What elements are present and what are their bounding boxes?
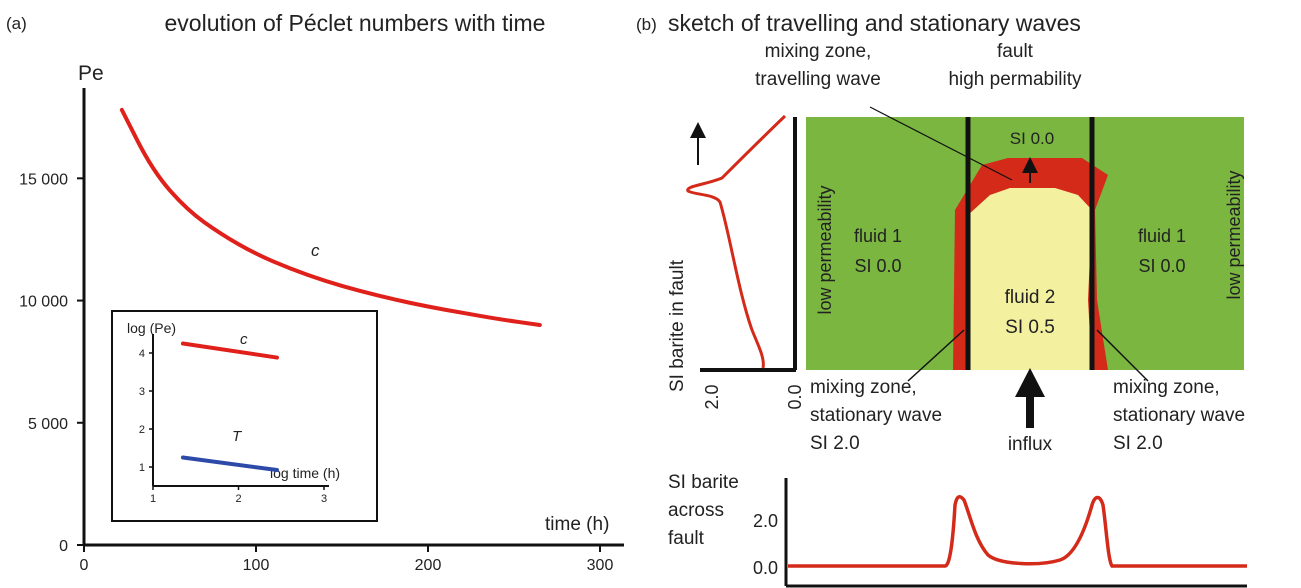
across-tick-20: 2.0: [753, 511, 778, 531]
panel-b: (b) sketch of travelling and stationary …: [636, 10, 1247, 588]
panel-b-label: (b): [636, 15, 657, 34]
mixing-zone-bl-line1: mixing zone,: [810, 377, 917, 398]
panel-a-label: (a): [6, 14, 27, 33]
y-tick-label: 0: [59, 538, 68, 555]
leader-line-right: [1096, 329, 1149, 382]
fluid-1-right-label: fluid 1: [1138, 226, 1186, 246]
mixing-zone-top-line1: mixing zone,: [765, 41, 872, 62]
influx-arrow: [1015, 368, 1045, 428]
inset-series-c-line: [180, 341, 279, 360]
low-permeability-right: low permeability: [1224, 170, 1244, 299]
inset-y-label: log (Pe): [127, 320, 176, 336]
y-axis-label: Pe: [78, 62, 104, 85]
fluid-1-left-label: fluid 1: [854, 226, 902, 246]
inset-series-T-label: T: [232, 428, 243, 445]
across-label-line3: fault: [668, 528, 705, 549]
panel-a: (a) evolution of Péclet numbers with tim…: [6, 10, 624, 574]
fluid-2-label: fluid 2: [1005, 287, 1056, 308]
inset-y-tick-label: 3: [139, 386, 145, 398]
fluid-2-si: SI 0.5: [1005, 317, 1055, 338]
inset-x-label: log time (h): [270, 465, 340, 481]
fluid-2-region: [966, 188, 1092, 370]
inset-series-c-label: c: [240, 331, 248, 348]
si-fault-tick-00: 0.0: [785, 384, 805, 409]
fault-label: fault: [997, 41, 1034, 62]
series-c-label: c: [311, 241, 320, 260]
mixing-zone-br-line2: stationary wave: [1113, 405, 1245, 426]
y-tick-label: 5 000: [28, 416, 68, 433]
inset-x-ticks: 1 2 3: [150, 486, 327, 505]
y-tick-label: 10 000: [19, 294, 68, 311]
panel-a-title: evolution of Péclet numbers with time: [165, 10, 546, 36]
inset-x-tick-label: 2: [235, 493, 241, 505]
inset-x-tick-label: 1: [150, 493, 156, 505]
across-si-profile: [788, 495, 1247, 568]
x-tick-label: 200: [415, 557, 442, 574]
fault-top-si-label: SI 0.0: [1010, 129, 1054, 148]
inset-y-tick-label: 1: [139, 462, 145, 474]
vertical-si-profile: [686, 114, 787, 369]
influx-label: influx: [1008, 434, 1053, 455]
x-ticks: 0 100 200 300: [80, 545, 614, 574]
high-permeability-label: high permability: [948, 69, 1082, 90]
x-tick-label: 100: [243, 557, 270, 574]
fluid-1-right-si: SI 0.0: [1138, 256, 1185, 276]
mixing-zone-bl-line2: stationary wave: [810, 405, 942, 426]
series-c-line: [119, 107, 542, 327]
y-tick-label: 15 000: [19, 171, 68, 188]
leader-line-left: [907, 329, 965, 382]
x-tick-label: 0: [80, 557, 89, 574]
inset-series-T-line: [180, 455, 279, 473]
inset-x-tick-label: 3: [321, 493, 327, 505]
panel-b-title: sketch of travelling and stationary wave…: [668, 10, 1081, 36]
mixing-zone-br-line3: SI 2.0: [1113, 433, 1163, 454]
inset-chart: log (Pe) log time (h) 1 2 3 4 1 2 3 c T: [111, 310, 378, 522]
low-permeability-left: low permeability: [815, 185, 835, 314]
inset-y-ticks: 1 2 3 4: [139, 348, 153, 474]
si-fault-axis-label: SI barite in fault: [667, 259, 688, 392]
mixing-zone-bl-line3: SI 2.0: [810, 433, 860, 454]
x-axis-label: time (h): [545, 514, 609, 535]
mixing-zone-top-line2: travelling wave: [755, 69, 881, 90]
inset-y-tick-label: 4: [139, 348, 145, 360]
across-tick-00: 0.0: [753, 558, 778, 578]
fluid-1-left-si: SI 0.0: [854, 256, 901, 276]
y-ticks: 0 5 000 10 000 15 000: [19, 171, 84, 555]
mixing-zone-br-line1: mixing zone,: [1113, 377, 1220, 398]
across-label-line1: SI barite: [668, 472, 739, 493]
si-fault-tick-20: 2.0: [702, 384, 722, 409]
across-label-line2: across: [668, 500, 724, 521]
leader-line-travelling: [869, 106, 1013, 181]
inset-y-tick-label: 2: [139, 424, 145, 436]
x-tick-label: 300: [587, 557, 614, 574]
